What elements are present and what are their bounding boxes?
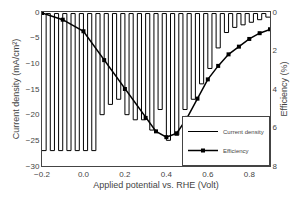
svg-text:0: 0 [35,8,40,17]
svg-text:−20: −20 [26,110,40,119]
svg-text:4: 4 [273,85,278,94]
svg-text:0.2: 0.2 [119,170,131,179]
svg-text:−30: −30 [26,162,40,171]
svg-text:0.6: 0.6 [202,170,214,179]
svg-text:Efficiency: Efficiency [223,148,249,154]
svg-text:Current density (mA/cm²): Current density (mA/cm²) [11,39,21,140]
svg-text:Current density: Current density [223,129,264,135]
svg-text:0.4: 0.4 [161,170,173,179]
svg-text:0.8: 0.8 [244,170,256,179]
svg-text:−25: −25 [26,136,40,145]
svg-text:Applied potential vs. RHE (Vol: Applied potential vs. RHE (Volt) [93,180,219,190]
svg-text:6: 6 [273,123,278,132]
svg-text:−5: −5 [30,33,40,42]
svg-text:−10: −10 [26,59,40,68]
svg-text:Efficiency (%): Efficiency (%) [279,62,289,117]
svg-text:0.0: 0.0 [78,170,90,179]
svg-text:−15: −15 [26,85,40,94]
svg-text:2: 2 [273,46,278,55]
svg-text:8: 8 [273,162,278,171]
svg-text:−0.2: −0.2 [34,170,50,179]
svg-text:0: 0 [273,8,278,17]
